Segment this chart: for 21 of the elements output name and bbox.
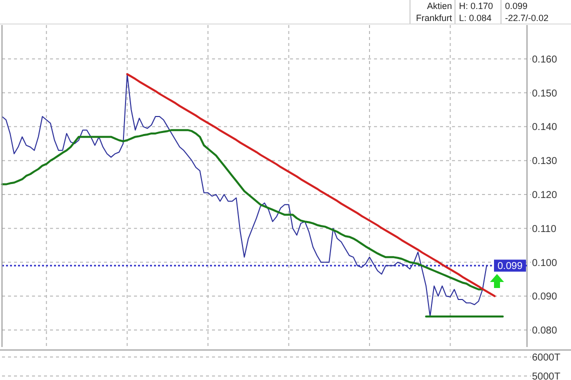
- y-tick-label: 0.140: [532, 122, 558, 134]
- y-tick-label: 0.120: [532, 190, 558, 201]
- y-tick-label: 0.080: [532, 326, 558, 337]
- text: 0.099: [505, 1, 528, 11]
- ref-line-label: 0.099: [497, 261, 523, 272]
- line-series: [2, 74, 488, 317]
- y-tick-label: 0.110: [532, 224, 557, 235]
- text: 6000T: [532, 352, 560, 364]
- line-series: [126, 73, 496, 298]
- line-series: [1, 129, 484, 290]
- y-tick-label: 0.150: [532, 88, 558, 100]
- text: H: 0.170: [459, 1, 494, 11]
- text: Aktien: [426, 1, 452, 11]
- y-tick-label: 0.090: [532, 292, 558, 303]
- text: -22.7/-0.02: [505, 13, 549, 23]
- y-tick-label: 0.100: [532, 258, 558, 269]
- y-tick-label: 0.160: [532, 54, 558, 66]
- y-tick-label: 0.130: [532, 156, 558, 168]
- text: L: 0.084: [459, 13, 492, 23]
- text: 5000T: [532, 372, 560, 380]
- text: Frankfurt: [416, 13, 452, 23]
